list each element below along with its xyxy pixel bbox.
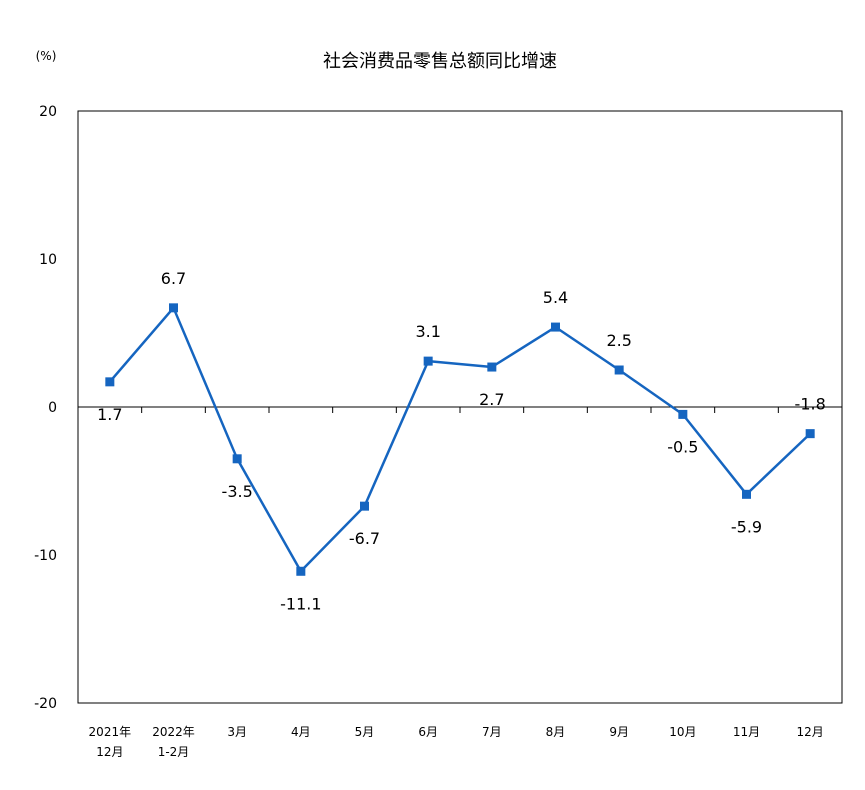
y-tick-label: 10 bbox=[39, 252, 57, 268]
y-tick-label: 20 bbox=[39, 104, 57, 120]
data-label: 1.7 bbox=[97, 405, 122, 424]
x-tick-label: 6月 bbox=[418, 725, 438, 739]
data-label: 2.5 bbox=[606, 331, 631, 350]
x-tick-label: 2022年 bbox=[152, 725, 195, 739]
data-label: -5.9 bbox=[731, 517, 762, 536]
x-tick-label: 7月 bbox=[482, 725, 502, 739]
data-label: 3.1 bbox=[415, 322, 440, 341]
x-tick-label: 9月 bbox=[609, 725, 629, 739]
data-label: 5.4 bbox=[543, 288, 568, 307]
x-tick-label: 12月 bbox=[96, 745, 123, 759]
data-label: -11.1 bbox=[280, 594, 321, 613]
y-axis-ticks: 20 10 0 -10 -20 bbox=[34, 104, 57, 712]
x-tick-label: 3月 bbox=[227, 725, 247, 739]
x-tick-label: 8月 bbox=[546, 725, 566, 739]
y-axis-unit-label: (%) bbox=[36, 49, 57, 63]
data-label: 6.7 bbox=[161, 269, 186, 288]
x-tick-label: 11月 bbox=[733, 725, 760, 739]
x-tick-label: 5月 bbox=[355, 725, 375, 739]
series-layer: 1.7 6.7 -3.5 -11.1 -6.7 3.1 2.7 5.4 2.5 -0.5 -5.9 -… bbox=[97, 269, 826, 613]
data-point-marker bbox=[360, 501, 369, 511]
data-point-marker bbox=[105, 377, 115, 387]
x-tick-label: 4月 bbox=[291, 725, 311, 739]
chart-title: 社会消费品零售总额同比增速 bbox=[323, 51, 557, 72]
x-tick-label: 10月 bbox=[669, 725, 696, 739]
data-point-marker bbox=[614, 365, 624, 375]
data-label: -6.7 bbox=[349, 529, 380, 548]
y-tick-label: -10 bbox=[34, 548, 57, 564]
data-label: 2.7 bbox=[479, 390, 504, 409]
data-point-marker bbox=[805, 429, 815, 439]
data-point-marker bbox=[551, 322, 560, 332]
x-tick-label: 1-2月 bbox=[158, 745, 190, 759]
data-point-marker bbox=[742, 489, 751, 499]
y-tick-label: 0 bbox=[48, 400, 57, 416]
series-line bbox=[108, 306, 812, 573]
data-label: -1.8 bbox=[795, 395, 826, 414]
data-label: -3.5 bbox=[222, 482, 253, 501]
data-point-marker bbox=[423, 356, 433, 366]
data-point-marker bbox=[232, 454, 242, 464]
data-point-marker bbox=[296, 566, 306, 576]
y-tick-label: -20 bbox=[34, 696, 57, 712]
x-tick-label: 2021年 bbox=[89, 725, 132, 739]
data-point-marker bbox=[487, 362, 497, 372]
x-axis-ticks: 2021年 12月 2022年 1-2月 3月 4月 5月 6月 7月 8月 9月 10月 11月 12月 bbox=[89, 407, 824, 759]
x-tick-label: 12月 bbox=[797, 725, 824, 739]
data-label: -0.5 bbox=[667, 437, 698, 456]
data-point-marker bbox=[169, 303, 178, 313]
data-point-marker bbox=[678, 409, 688, 419]
